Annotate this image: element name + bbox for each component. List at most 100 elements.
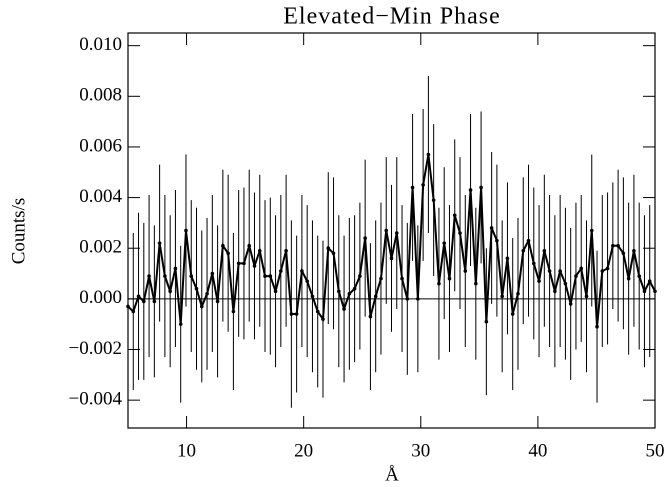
data-point: [621, 251, 626, 256]
data-point: [400, 276, 404, 281]
data-point: [653, 289, 657, 294]
data-point: [642, 289, 647, 294]
x-tick-label: 50: [646, 440, 665, 461]
data-point: [321, 317, 325, 321]
data-point: [600, 269, 605, 273]
data-point: [199, 304, 204, 309]
data-point: [500, 294, 504, 299]
data-point: [131, 309, 136, 314]
data-point: [468, 188, 473, 192]
data-point: [252, 264, 257, 268]
data-point: [526, 238, 531, 243]
data-point: [537, 279, 541, 283]
data-point: [595, 324, 599, 329]
data-point: [568, 302, 573, 306]
data-point: [305, 279, 309, 283]
data-point: [368, 314, 373, 319]
data-point: [405, 297, 410, 301]
data-point: [531, 261, 536, 266]
data-point: [273, 289, 278, 294]
data-point: [563, 281, 568, 286]
data-point: [558, 269, 562, 273]
y-tick-label: −0.004: [69, 389, 123, 410]
data-point: [521, 248, 526, 253]
x-tick-label: 40: [528, 440, 547, 461]
data-point: [247, 243, 252, 248]
data-point: [394, 231, 399, 235]
data-point: [210, 271, 215, 276]
data-point: [416, 297, 420, 301]
data-point: [215, 299, 220, 304]
data-point: [437, 281, 441, 286]
data-point: [142, 299, 146, 304]
data-point: [421, 183, 425, 187]
data-point: [168, 289, 172, 294]
data-point: [147, 274, 151, 278]
data-point: [510, 312, 515, 316]
data-point: [373, 294, 378, 299]
data-point: [484, 319, 489, 324]
y-tick-label: 0.010: [79, 34, 122, 55]
y-tick-label: 0.008: [79, 85, 122, 106]
data-point: [605, 266, 610, 271]
data-point: [136, 294, 141, 299]
data-point: [268, 274, 273, 278]
data-point: [389, 256, 394, 261]
data-point: [184, 228, 188, 233]
data-point: [178, 322, 183, 326]
data-point: [310, 294, 315, 299]
data-point: [589, 228, 594, 233]
data-point: [479, 185, 483, 190]
chart-title: Elevated−Min Phase: [283, 4, 501, 30]
data-point: [163, 274, 167, 278]
data-point: [331, 251, 336, 256]
y-tick-label: −0.002: [69, 338, 122, 359]
x-tick-label: 20: [294, 440, 313, 461]
data-point: [126, 304, 130, 309]
data-point: [226, 251, 230, 256]
data-point: [442, 241, 447, 245]
data-point: [632, 248, 636, 253]
data-point: [584, 294, 589, 299]
x-tick-label: 30: [411, 440, 430, 461]
data-point: [542, 248, 547, 253]
data-point: [431, 198, 436, 202]
data-point: [337, 289, 341, 294]
data-point: [447, 276, 452, 281]
data-point: [489, 226, 494, 230]
y-tick-label: 0.004: [79, 186, 122, 207]
data-point: [284, 248, 288, 253]
data-point: [152, 299, 157, 304]
data-point: [221, 243, 225, 248]
x-tick-label: 10: [177, 440, 196, 461]
data-point: [647, 279, 652, 283]
data-point: [426, 152, 431, 157]
data-point: [157, 241, 162, 245]
data-point: [458, 231, 462, 235]
y-tick-label: 0.006: [79, 135, 122, 156]
data-point: [279, 269, 283, 273]
x-axis-label: Å: [385, 464, 399, 485]
data-point: [236, 261, 241, 266]
data-point: [352, 286, 357, 291]
data-point: [611, 243, 615, 248]
data-point: [474, 281, 478, 286]
y-tick-label: 0.000: [79, 287, 122, 308]
data-point: [289, 312, 294, 316]
data-point: [231, 309, 236, 314]
data-point: [363, 236, 367, 240]
data-point: [574, 274, 578, 278]
data-point: [300, 269, 304, 273]
data-point: [326, 246, 331, 251]
data-point: [315, 309, 320, 314]
data-point: [553, 289, 557, 294]
data-point: [173, 266, 178, 271]
data-point: [495, 238, 499, 243]
y-tick-label: 0.002: [79, 237, 122, 258]
data-point: [516, 292, 520, 296]
data-point: [257, 248, 262, 253]
data-point: [463, 269, 468, 273]
data-point: [579, 266, 584, 271]
data-point: [384, 228, 389, 233]
